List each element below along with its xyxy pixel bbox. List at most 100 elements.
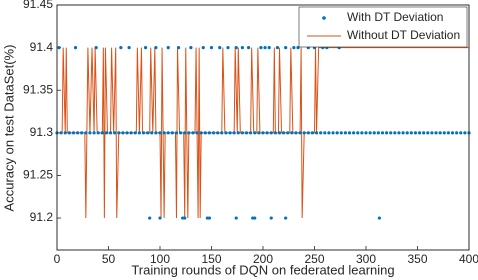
point bbox=[220, 131, 224, 135]
point bbox=[183, 216, 187, 220]
point bbox=[284, 216, 288, 220]
point bbox=[234, 216, 238, 220]
point bbox=[310, 131, 315, 135]
point bbox=[380, 131, 385, 135]
point bbox=[298, 131, 302, 135]
plot-frame bbox=[56, 4, 470, 251]
point bbox=[434, 131, 438, 135]
point bbox=[372, 131, 376, 135]
point bbox=[385, 131, 389, 135]
point bbox=[170, 131, 174, 135]
point bbox=[323, 131, 327, 135]
point bbox=[292, 46, 296, 50]
point bbox=[356, 131, 360, 135]
legend-marker bbox=[322, 16, 326, 20]
point bbox=[119, 46, 123, 50]
point bbox=[129, 131, 133, 135]
point bbox=[417, 131, 422, 135]
point bbox=[174, 131, 179, 135]
point bbox=[108, 131, 113, 135]
x-tick-label: 100 bbox=[150, 252, 170, 266]
point bbox=[158, 131, 162, 135]
legend-label: Without DT Deviation bbox=[347, 28, 460, 42]
point bbox=[76, 131, 80, 135]
point bbox=[218, 46, 222, 50]
point bbox=[240, 131, 244, 135]
point bbox=[306, 131, 310, 135]
point bbox=[199, 131, 203, 135]
point bbox=[438, 131, 442, 135]
point bbox=[133, 131, 137, 135]
legend-label: With DT Deviation bbox=[347, 10, 443, 24]
point bbox=[463, 131, 467, 135]
x-tick-label: 200 bbox=[253, 252, 273, 266]
point bbox=[234, 46, 238, 50]
point bbox=[244, 131, 249, 135]
point bbox=[319, 131, 323, 135]
point bbox=[450, 131, 455, 135]
point bbox=[211, 131, 216, 135]
point bbox=[284, 46, 288, 50]
point bbox=[207, 216, 212, 220]
point bbox=[121, 131, 125, 135]
point bbox=[154, 131, 158, 135]
point bbox=[253, 131, 257, 135]
point bbox=[148, 216, 152, 220]
point bbox=[117, 131, 121, 135]
point bbox=[335, 131, 339, 135]
point bbox=[277, 131, 282, 135]
point bbox=[232, 131, 236, 135]
point bbox=[137, 131, 141, 135]
point bbox=[314, 131, 319, 135]
point bbox=[209, 46, 214, 50]
point bbox=[409, 131, 413, 135]
point bbox=[59, 131, 63, 135]
point bbox=[265, 131, 269, 135]
x-tick-label: 150 bbox=[201, 252, 221, 266]
point bbox=[104, 131, 109, 135]
point bbox=[195, 131, 199, 135]
point bbox=[125, 131, 129, 135]
point bbox=[228, 131, 232, 135]
point bbox=[71, 131, 76, 135]
point bbox=[327, 131, 331, 135]
x-tick-label: 50 bbox=[102, 252, 116, 266]
x-axis-label: Training rounds of DQN on federated lear… bbox=[131, 262, 394, 277]
y-tick-label: 91.25 bbox=[23, 168, 53, 182]
y-tick-label: 91.35 bbox=[23, 82, 53, 96]
point bbox=[88, 131, 92, 135]
point bbox=[100, 131, 104, 135]
point bbox=[80, 131, 84, 135]
legend-box bbox=[298, 6, 468, 48]
point bbox=[347, 131, 352, 135]
point bbox=[158, 216, 162, 220]
point bbox=[273, 131, 277, 135]
point bbox=[290, 131, 294, 135]
y-tick-label: 91.2 bbox=[30, 210, 54, 224]
point bbox=[150, 131, 154, 135]
point bbox=[226, 46, 230, 50]
point bbox=[67, 131, 71, 135]
y-tick-label: 91.3 bbox=[30, 125, 54, 139]
point bbox=[343, 131, 347, 135]
point bbox=[63, 131, 67, 135]
point bbox=[376, 131, 380, 135]
point bbox=[84, 131, 88, 135]
point bbox=[240, 46, 244, 50]
point bbox=[253, 216, 257, 220]
x-tick-label: 350 bbox=[407, 252, 427, 266]
point bbox=[166, 131, 170, 135]
point bbox=[331, 131, 335, 135]
point bbox=[422, 131, 426, 135]
point bbox=[73, 46, 78, 50]
point bbox=[413, 131, 418, 135]
point bbox=[282, 131, 286, 135]
point bbox=[393, 131, 397, 135]
point bbox=[442, 131, 446, 135]
point bbox=[176, 46, 181, 50]
point bbox=[154, 46, 158, 50]
x-tick-label: 400 bbox=[459, 252, 478, 266]
point bbox=[146, 131, 150, 135]
point bbox=[401, 131, 405, 135]
